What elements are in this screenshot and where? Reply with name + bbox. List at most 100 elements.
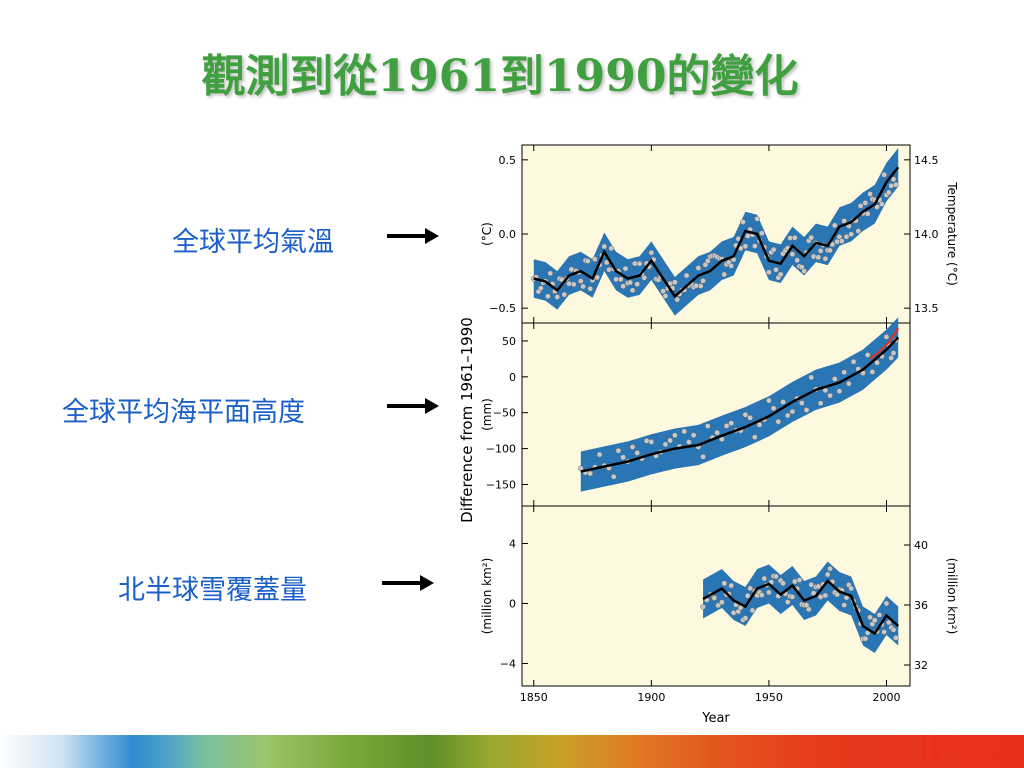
data-point — [700, 453, 706, 460]
data-point — [789, 594, 796, 600]
data-point — [715, 602, 721, 609]
right-tick-label: 14.5 — [914, 154, 939, 167]
data-point — [632, 260, 638, 267]
data-point — [587, 470, 594, 477]
data-point — [728, 420, 735, 426]
data-point — [780, 399, 786, 405]
data-point — [662, 441, 669, 448]
data-point — [766, 269, 772, 276]
data-point — [570, 281, 577, 288]
data-point — [697, 283, 704, 289]
data-point — [671, 279, 678, 286]
data-point — [700, 603, 706, 610]
data-point — [747, 414, 753, 421]
temperature-label: 全球平均氣溫 — [172, 227, 334, 258]
data-point — [881, 171, 887, 178]
panel-ylabel: (mm) — [480, 398, 494, 431]
data-point — [808, 374, 815, 381]
data-point — [841, 602, 848, 608]
panel-frame — [521, 322, 911, 507]
data-point — [596, 451, 603, 458]
data-point — [545, 293, 551, 300]
data-point — [723, 423, 730, 429]
data-point — [855, 228, 862, 234]
data-point — [791, 578, 798, 585]
data-point — [822, 255, 829, 262]
right-tick-label: 32 — [914, 659, 928, 672]
data-point — [883, 334, 890, 340]
data-point — [883, 600, 890, 607]
data-point — [620, 454, 626, 461]
data-point — [648, 439, 655, 445]
data-point — [862, 635, 869, 642]
data-point — [686, 439, 692, 445]
y-tick-label: 0 — [509, 598, 516, 611]
data-point — [561, 291, 568, 298]
data-point — [878, 201, 885, 207]
data-point — [843, 233, 850, 240]
data-point — [770, 246, 777, 253]
data-point — [547, 270, 554, 277]
data-point — [893, 635, 899, 641]
data-point — [815, 583, 822, 590]
data-point — [848, 585, 855, 592]
data-point — [796, 577, 803, 583]
data-point — [867, 614, 873, 621]
footer-gradient-bar — [0, 735, 1024, 768]
snow-arrow-icon — [382, 575, 434, 591]
data-point — [674, 296, 681, 303]
data-point — [622, 265, 629, 272]
data-point — [587, 285, 594, 292]
y-tick-label: 0.5 — [499, 154, 517, 167]
data-point — [871, 617, 878, 624]
data-point — [815, 254, 822, 261]
data-point — [744, 592, 751, 599]
data-point — [850, 358, 857, 365]
data-point — [869, 369, 876, 375]
right-tick-label: 36 — [914, 599, 928, 612]
data-point — [834, 238, 840, 245]
data-point — [584, 258, 591, 264]
data-point — [728, 263, 735, 269]
data-point — [577, 278, 584, 284]
right-tick-label: 14.0 — [914, 228, 939, 241]
data-point — [636, 260, 643, 267]
data-point — [603, 259, 610, 266]
data-point — [773, 573, 779, 580]
data-point — [554, 294, 561, 300]
panel-ylabel: (°C) — [480, 222, 494, 246]
data-point — [629, 444, 636, 450]
data-point — [867, 191, 873, 197]
data-point — [801, 268, 808, 274]
data-point — [671, 432, 678, 439]
uncertainty-band — [580, 317, 899, 492]
data-point — [890, 176, 897, 183]
data-point — [714, 429, 721, 436]
uncertainty-band — [533, 147, 899, 316]
data-point — [721, 271, 728, 278]
y-tick-label: −0.5 — [489, 302, 516, 315]
data-point — [784, 412, 791, 419]
data-point — [773, 266, 779, 273]
data-point — [648, 249, 655, 256]
data-point — [770, 405, 777, 412]
data-point — [754, 216, 761, 222]
y-tick-label: −4 — [500, 658, 516, 671]
data-point — [742, 615, 749, 621]
data-point — [874, 359, 880, 366]
data-point — [537, 285, 544, 292]
x-tick-label: 1850 — [520, 691, 548, 704]
panel-ylabel-right: Temperature (°C) — [945, 181, 959, 286]
data-point — [566, 280, 572, 287]
data-point — [667, 437, 673, 444]
data-point — [810, 253, 817, 260]
data-point — [634, 281, 641, 288]
observed-changes-figure: 0.5 0.0 −0.5 14.5 14.0 13.5 (°C) Temperature (°… — [458, 144, 959, 725]
data-point — [817, 400, 824, 407]
y-tick-label: −150 — [486, 478, 516, 491]
data-point — [822, 592, 829, 599]
data-point — [610, 473, 617, 480]
data-point — [761, 575, 768, 582]
satellite-line — [869, 327, 900, 360]
data-point — [594, 274, 601, 281]
